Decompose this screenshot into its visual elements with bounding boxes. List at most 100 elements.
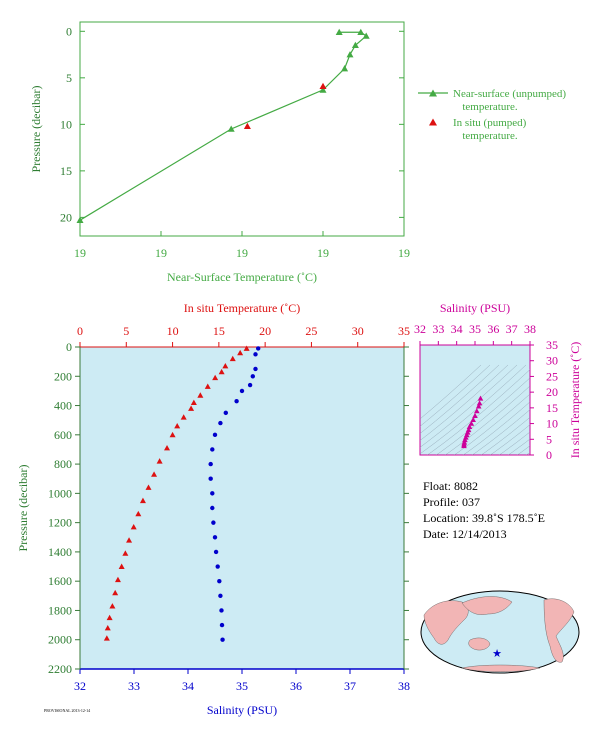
temperature-point <box>212 374 219 381</box>
temperature-point <box>164 444 171 451</box>
temperature-point <box>139 497 146 504</box>
density-contour <box>498 431 530 455</box>
ts-point <box>461 443 467 449</box>
temperature-point <box>118 563 125 569</box>
ts-y-tick-label: 0 <box>546 448 552 462</box>
profile-number: Profile: 037 <box>423 495 480 509</box>
salinity-point <box>208 461 213 467</box>
pressure-tick-label: 800 <box>54 457 72 471</box>
salinity-point <box>234 398 239 404</box>
temperature-point <box>169 431 176 438</box>
density-contour <box>525 452 530 455</box>
temperature-point <box>104 625 111 631</box>
temperature-point <box>106 614 113 621</box>
top-x-ticks: 19 19 19 19 19 <box>74 231 410 260</box>
profile-chart: 0 5 10 15 20 25 30 35 32 33 34 35 36 37 38 0 200 400 600… <box>16 301 410 717</box>
top-y-tick-label: 0 <box>66 24 72 38</box>
density-contour <box>420 364 518 448</box>
temperature-ticks: 0 5 10 15 20 25 30 35 <box>77 324 410 347</box>
temperature-point <box>218 368 225 375</box>
ts-point <box>476 400 483 406</box>
pressure-tick-label: 1800 <box>48 603 72 617</box>
temp-tick-label: 20 <box>259 324 271 338</box>
ts-x-tick-label: 34 <box>451 322 463 336</box>
map-land-afro-eurasia <box>423 600 469 645</box>
temp-tick-label: 10 <box>167 324 179 338</box>
top-x-tick-label: 19 <box>236 246 248 260</box>
salinity-tick-label: 37 <box>344 679 356 693</box>
top-plot-frame <box>79 21 405 237</box>
salinity-point <box>218 420 223 426</box>
salinity-point <box>253 366 258 372</box>
temperature-point <box>204 383 211 389</box>
density-contour <box>420 364 482 420</box>
top-x-tick-label: 19 <box>155 246 167 260</box>
temperature-point <box>126 537 133 543</box>
top-y-tick-label: 20 <box>60 210 72 224</box>
ts-y-tick-label: 35 <box>546 338 558 352</box>
density-contour <box>420 364 527 455</box>
near-surface-point <box>351 41 359 49</box>
temperature-point <box>109 603 116 609</box>
salinity-point <box>250 374 255 379</box>
ts-y-tick-label: 15 <box>546 401 558 415</box>
legend-label-in-situ-1: In situ (pumped) <box>453 117 527 129</box>
pressure-tick-label: 1200 <box>48 516 72 530</box>
location-text: Location: 39.8˚S 178.5˚E <box>423 511 545 525</box>
density-contour <box>489 424 530 455</box>
salinity-point <box>219 622 225 628</box>
ts-point <box>466 423 473 429</box>
float-info: Float: 8082 Profile: 037 Location: 39.8˚… <box>423 478 545 542</box>
salinity-point <box>223 410 228 416</box>
top-x-tick-label: 19 <box>398 246 410 260</box>
ts-y-tick-label: 20 <box>546 385 558 399</box>
pressure-ticks: 0 200 400 600 800 1000 1200 1400 1600 1800 2000 220… <box>48 340 409 676</box>
location-map: ★ <box>420 590 580 674</box>
density-contour <box>480 417 530 455</box>
ts-point <box>470 417 476 423</box>
legend-marker-near-surface <box>429 89 437 97</box>
top-y-tick-label: 5 <box>66 71 72 85</box>
temperature-point <box>197 392 204 398</box>
near-surface-point <box>362 32 370 39</box>
salinity-point <box>208 476 213 481</box>
salinity-tick-label: 32 <box>74 679 86 693</box>
temp-tick-label: 0 <box>77 324 83 338</box>
density-contour <box>420 364 500 434</box>
temperature-point <box>130 524 137 530</box>
temperature-point <box>222 363 229 369</box>
near-surface-point <box>346 51 354 58</box>
density-contour <box>507 438 530 455</box>
salinity-point <box>210 505 215 511</box>
salinity-point <box>256 346 261 351</box>
salinity-tick-label: 34 <box>182 679 194 693</box>
top-x-tick-label: 19 <box>74 246 86 260</box>
density-contour <box>471 409 530 455</box>
main-bottom-axis-label: Salinity (PSU) <box>207 703 277 717</box>
salinity-point <box>210 447 215 452</box>
temperature-point <box>243 345 250 351</box>
ts-marks <box>461 395 484 449</box>
in-situ-point <box>243 122 251 130</box>
pressure-tick-label: 200 <box>54 369 72 383</box>
ts-y-tick-label: 30 <box>546 354 558 368</box>
top-y-tick-label: 15 <box>60 164 72 178</box>
ts-plot-area <box>419 344 531 456</box>
temperature-point <box>190 399 197 406</box>
ts-x-tick-label: 32 <box>414 322 426 336</box>
ts-x-tick-label: 37 <box>506 322 518 336</box>
density-contour <box>435 377 530 455</box>
in-situ-point <box>319 82 327 89</box>
main-plot-area <box>80 347 404 669</box>
pressure-tick-label: 1400 <box>48 545 72 559</box>
temp-tick-label: 15 <box>213 324 225 338</box>
profile-marks <box>103 345 261 642</box>
date-text: Date: 12/14/2013 <box>423 527 507 541</box>
ts-point <box>474 408 480 414</box>
temp-tick-label: 5 <box>123 324 129 338</box>
salinity-point <box>219 608 224 613</box>
